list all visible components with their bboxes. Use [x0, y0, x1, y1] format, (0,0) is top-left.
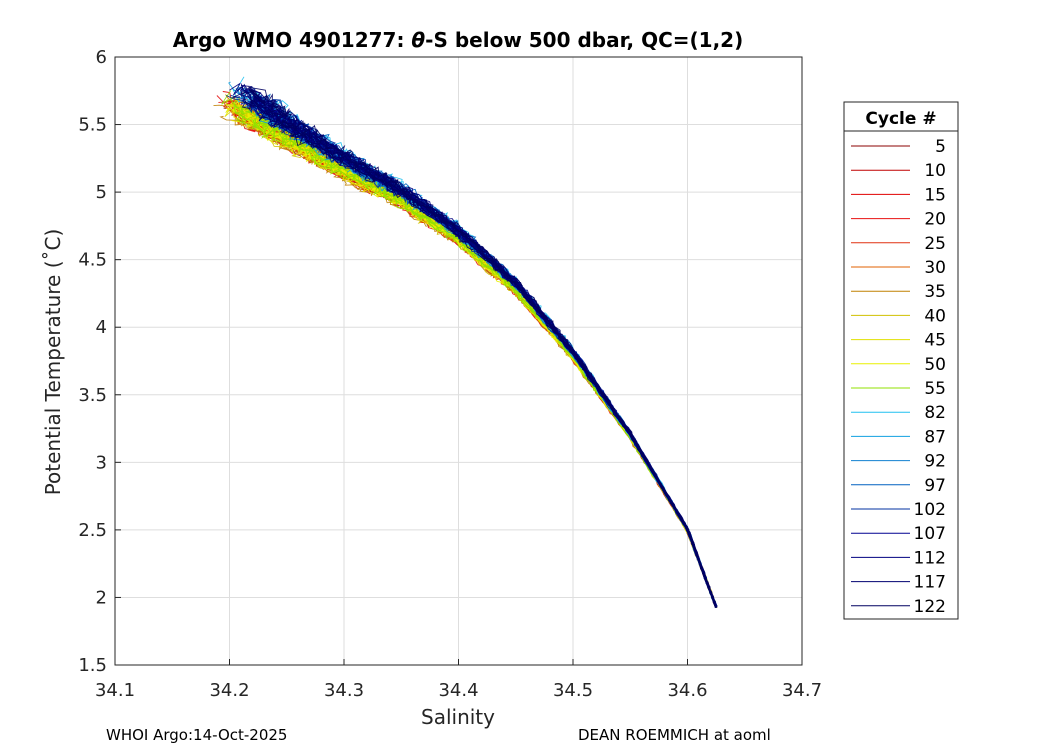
legend-title: Cycle # [865, 109, 936, 129]
legend-entry-label: 40 [924, 306, 946, 326]
x-tick-label: 34.1 [95, 680, 135, 701]
title-prefix: Argo WMO 4901277: [173, 28, 412, 52]
y-tick-label: 4 [96, 317, 107, 338]
y-tick-label: 4.5 [78, 250, 107, 271]
x-tick-label: 34.6 [667, 680, 707, 701]
legend-entry-label: 97 [924, 476, 946, 496]
legend: Cycle # 5 10 15 20 25 30 35 40 45 50 55 82 87 92 97 102… [843, 101, 959, 620]
y-tick-label: 5.5 [78, 115, 107, 136]
y-tick-label: 5 [96, 182, 107, 203]
x-tick-label: 34.3 [324, 680, 364, 701]
x-tick-label: 34.7 [782, 680, 822, 701]
x-axis-label: Salinity [421, 705, 495, 729]
legend-entry-label: 107 [914, 524, 946, 544]
legend-entry-label: 117 [914, 573, 946, 593]
legend-entry-label: 112 [914, 548, 946, 568]
title-suffix: -S below 500 dbar, QC=(1,2) [425, 28, 743, 52]
series-group [213, 76, 718, 609]
footer-left: WHOI Argo:14-Oct-2025 [106, 726, 288, 744]
y-tick-label: 2 [96, 587, 107, 608]
legend-entry-label: 102 [914, 500, 946, 520]
legend-entry-label: 92 [924, 452, 946, 472]
chart-title: Argo WMO 4901277: θ-S below 500 dbar, QC… [173, 28, 743, 52]
x-tick-label: 34.2 [209, 680, 249, 701]
legend-entry-label: 20 [924, 210, 946, 230]
y-tick-label: 3 [96, 452, 107, 473]
y-axis-label: Potential Temperature (˚C) [41, 229, 65, 496]
y-tick-label: 6 [96, 47, 107, 68]
x-tick-label: 34.5 [553, 680, 593, 701]
profile-line [248, 89, 717, 608]
title-theta: θ [411, 28, 425, 52]
x-axis-ticks: 34.1 34.2 34.3 34.4 34.5 34.6 34.7 [95, 659, 822, 701]
profile-line [241, 99, 717, 608]
legend-entry-label: 122 [914, 597, 946, 617]
legend-entry-label: 35 [924, 282, 946, 302]
footer-right: DEAN ROEMMICH at aoml [578, 726, 771, 744]
y-tick-label: 3.5 [78, 385, 107, 406]
legend-entry-label: 30 [924, 258, 946, 278]
legend-entry-label: 25 [924, 234, 946, 254]
y-axis-ticks: 1.5 2 2.5 3 3.5 4 4.5 5 5.5 6 [78, 47, 121, 676]
legend-entry-label: 5 [935, 137, 946, 157]
legend-entry-label: 15 [924, 185, 946, 205]
y-tick-label: 2.5 [78, 520, 107, 541]
legend-entry-label: 50 [924, 355, 946, 375]
legend-entry-label: 55 [924, 379, 946, 399]
x-tick-label: 34.4 [438, 680, 478, 701]
legend-entry-label: 10 [924, 161, 946, 181]
y-tick-label: 1.5 [78, 655, 107, 676]
legend-entries: 5 10 15 20 25 30 35 40 45 50 55 82 87 92 97 102 107 112 11… [851, 137, 946, 617]
legend-entry-label: 82 [924, 403, 946, 423]
legend-entry-label: 45 [924, 331, 946, 351]
legend-entry-label: 87 [924, 427, 946, 447]
profile-line [253, 98, 716, 607]
